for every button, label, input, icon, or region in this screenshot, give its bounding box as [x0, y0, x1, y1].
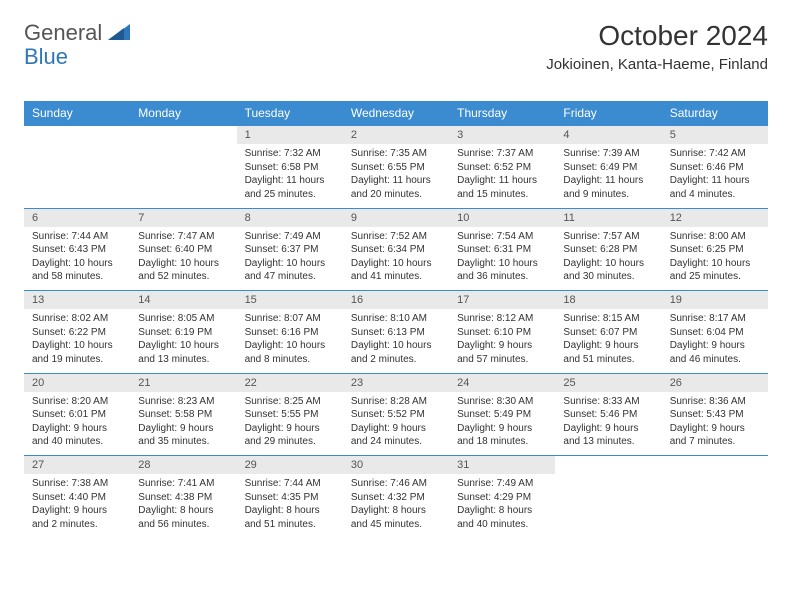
day-number: 29	[237, 456, 343, 475]
day-number	[555, 456, 661, 475]
content-row: Sunrise: 8:02 AMSunset: 6:22 PMDaylight:…	[24, 309, 768, 373]
day-number: 28	[130, 456, 236, 475]
location: Jokioinen, Kanta-Haeme, Finland	[546, 56, 768, 73]
day-number: 27	[24, 456, 130, 475]
day-cell: Sunrise: 7:44 AMSunset: 4:35 PMDaylight:…	[237, 474, 343, 538]
day-cell: Sunrise: 8:20 AMSunset: 6:01 PMDaylight:…	[24, 392, 130, 456]
weekday-header: Friday	[555, 101, 661, 126]
calendar-table: Sunday Monday Tuesday Wednesday Thursday…	[24, 101, 768, 538]
day-number: 6	[24, 208, 130, 227]
logo: General	[24, 20, 132, 46]
day-number: 1	[237, 126, 343, 145]
day-cell: Sunrise: 8:07 AMSunset: 6:16 PMDaylight:…	[237, 309, 343, 373]
weekday-header: Saturday	[662, 101, 768, 126]
daynum-row: 20212223242526	[24, 373, 768, 392]
day-cell: Sunrise: 7:32 AMSunset: 6:58 PMDaylight:…	[237, 144, 343, 208]
day-cell: Sunrise: 7:38 AMSunset: 4:40 PMDaylight:…	[24, 474, 130, 538]
day-number: 2	[343, 126, 449, 145]
day-cell: Sunrise: 8:10 AMSunset: 6:13 PMDaylight:…	[343, 309, 449, 373]
logo-triangle-icon	[108, 22, 130, 45]
day-number	[662, 456, 768, 475]
day-cell: Sunrise: 8:25 AMSunset: 5:55 PMDaylight:…	[237, 392, 343, 456]
day-cell: Sunrise: 7:44 AMSunset: 6:43 PMDaylight:…	[24, 227, 130, 291]
logo-text-general: General	[24, 20, 102, 46]
month-title: October 2024	[546, 20, 768, 52]
day-number: 26	[662, 373, 768, 392]
day-cell: Sunrise: 8:12 AMSunset: 6:10 PMDaylight:…	[449, 309, 555, 373]
daynum-row: 12345	[24, 126, 768, 145]
day-number: 22	[237, 373, 343, 392]
day-cell: Sunrise: 8:23 AMSunset: 5:58 PMDaylight:…	[130, 392, 236, 456]
day-cell: Sunrise: 7:52 AMSunset: 6:34 PMDaylight:…	[343, 227, 449, 291]
day-number: 16	[343, 291, 449, 310]
day-cell: Sunrise: 8:15 AMSunset: 6:07 PMDaylight:…	[555, 309, 661, 373]
day-cell: Sunrise: 8:36 AMSunset: 5:43 PMDaylight:…	[662, 392, 768, 456]
daynum-row: 13141516171819	[24, 291, 768, 310]
weekday-header: Wednesday	[343, 101, 449, 126]
day-cell: Sunrise: 7:39 AMSunset: 6:49 PMDaylight:…	[555, 144, 661, 208]
day-cell: Sunrise: 7:35 AMSunset: 6:55 PMDaylight:…	[343, 144, 449, 208]
weekday-header: Sunday	[24, 101, 130, 126]
day-number: 23	[343, 373, 449, 392]
weekday-header: Tuesday	[237, 101, 343, 126]
day-number: 10	[449, 208, 555, 227]
daynum-row: 6789101112	[24, 208, 768, 227]
content-row: Sunrise: 7:38 AMSunset: 4:40 PMDaylight:…	[24, 474, 768, 538]
day-number: 4	[555, 126, 661, 145]
day-number: 7	[130, 208, 236, 227]
logo-text-blue: Blue	[24, 44, 68, 69]
weekday-header: Monday	[130, 101, 236, 126]
day-cell: Sunrise: 7:54 AMSunset: 6:31 PMDaylight:…	[449, 227, 555, 291]
day-number: 30	[343, 456, 449, 475]
content-row: Sunrise: 8:20 AMSunset: 6:01 PMDaylight:…	[24, 392, 768, 456]
day-cell: Sunrise: 7:37 AMSunset: 6:52 PMDaylight:…	[449, 144, 555, 208]
day-number: 25	[555, 373, 661, 392]
logo-blue-wrap: Blue	[24, 44, 68, 70]
weekday-header: Thursday	[449, 101, 555, 126]
day-cell: Sunrise: 8:17 AMSunset: 6:04 PMDaylight:…	[662, 309, 768, 373]
day-cell: Sunrise: 8:28 AMSunset: 5:52 PMDaylight:…	[343, 392, 449, 456]
day-cell: Sunrise: 8:33 AMSunset: 5:46 PMDaylight:…	[555, 392, 661, 456]
daynum-row: 2728293031	[24, 456, 768, 475]
day-number: 15	[237, 291, 343, 310]
day-cell: Sunrise: 8:02 AMSunset: 6:22 PMDaylight:…	[24, 309, 130, 373]
day-number: 14	[130, 291, 236, 310]
day-number: 8	[237, 208, 343, 227]
day-cell: Sunrise: 7:41 AMSunset: 4:38 PMDaylight:…	[130, 474, 236, 538]
day-number: 19	[662, 291, 768, 310]
day-cell: Sunrise: 7:47 AMSunset: 6:40 PMDaylight:…	[130, 227, 236, 291]
day-cell	[662, 474, 768, 538]
day-cell: Sunrise: 8:05 AMSunset: 6:19 PMDaylight:…	[130, 309, 236, 373]
header: General October 2024 Jokioinen, Kanta-Ha…	[24, 20, 768, 73]
day-number	[24, 126, 130, 145]
day-cell: Sunrise: 8:30 AMSunset: 5:49 PMDaylight:…	[449, 392, 555, 456]
day-cell: Sunrise: 7:46 AMSunset: 4:32 PMDaylight:…	[343, 474, 449, 538]
day-cell: Sunrise: 8:00 AMSunset: 6:25 PMDaylight:…	[662, 227, 768, 291]
day-number: 31	[449, 456, 555, 475]
day-cell: Sunrise: 7:49 AMSunset: 4:29 PMDaylight:…	[449, 474, 555, 538]
weekday-header-row: Sunday Monday Tuesday Wednesday Thursday…	[24, 101, 768, 126]
day-number: 9	[343, 208, 449, 227]
day-number: 20	[24, 373, 130, 392]
day-number: 3	[449, 126, 555, 145]
content-row: Sunrise: 7:32 AMSunset: 6:58 PMDaylight:…	[24, 144, 768, 208]
day-cell	[555, 474, 661, 538]
day-number: 11	[555, 208, 661, 227]
day-cell	[24, 144, 130, 208]
day-cell: Sunrise: 7:57 AMSunset: 6:28 PMDaylight:…	[555, 227, 661, 291]
day-cell: Sunrise: 7:49 AMSunset: 6:37 PMDaylight:…	[237, 227, 343, 291]
day-number: 24	[449, 373, 555, 392]
title-block: October 2024 Jokioinen, Kanta-Haeme, Fin…	[546, 20, 768, 73]
day-number: 13	[24, 291, 130, 310]
day-number: 17	[449, 291, 555, 310]
day-number: 18	[555, 291, 661, 310]
day-number: 5	[662, 126, 768, 145]
day-number: 12	[662, 208, 768, 227]
day-cell: Sunrise: 7:42 AMSunset: 6:46 PMDaylight:…	[662, 144, 768, 208]
day-number	[130, 126, 236, 145]
day-number: 21	[130, 373, 236, 392]
day-cell	[130, 144, 236, 208]
content-row: Sunrise: 7:44 AMSunset: 6:43 PMDaylight:…	[24, 227, 768, 291]
